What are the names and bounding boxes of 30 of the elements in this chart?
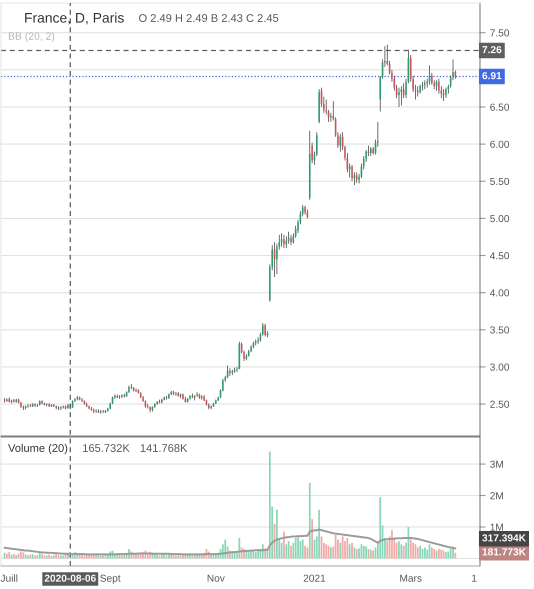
y-tick-label: 3.00 — [490, 364, 510, 371]
annotation: 141.768K — [140, 444, 188, 452]
y-tick-label: 7.50 — [490, 29, 510, 36]
y-tick-label: 6.00 — [490, 140, 510, 148]
y-tick-label: 2.50 — [490, 400, 510, 408]
y-tick-label: 3.50 — [490, 326, 510, 334]
ref-line-label: 7.26 — [482, 46, 502, 54]
y-tick-label: 4.50 — [490, 252, 510, 260]
y-tick-label: 5.00 — [490, 214, 510, 222]
x-tick-label: 1 — [472, 574, 476, 582]
x-tick-label: Sept — [100, 574, 121, 584]
x-tick-label: 2020-08-06 — [44, 574, 96, 582]
y-tick-label: 4.00 — [490, 289, 510, 296]
annotation: 165.732K — [83, 444, 130, 452]
text: 317.394K — [482, 534, 526, 542]
text: 181.773K — [482, 548, 526, 556]
annotation: O 2.49 H 2.49 B 2.43 C 2.45 — [139, 14, 278, 22]
text: Volume (20) — [8, 444, 68, 454]
y-tick-label: 2M — [490, 492, 503, 500]
y-tick-label: 3M — [490, 460, 503, 468]
y-tick-label: 5.50 — [490, 178, 510, 186]
y-tick-label: 1M — [490, 524, 503, 531]
annotation: BB (20, 2) — [8, 32, 54, 42]
text: France, D, Paris — [25, 12, 124, 24]
ref-line-label: 6.91 — [482, 72, 502, 80]
x-tick-label: Juill — [0, 574, 18, 582]
x-tick-label: Nov — [208, 574, 225, 582]
x-tick-label: Mars — [400, 574, 422, 582]
x-tick-label: 2021 — [304, 574, 326, 582]
y-tick-label: 6.50 — [490, 104, 510, 111]
